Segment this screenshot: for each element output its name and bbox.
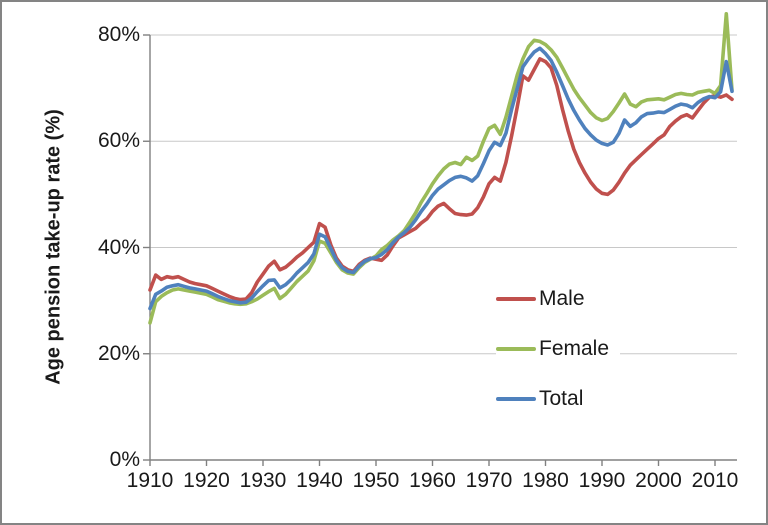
x-tick-label: 1950	[352, 469, 400, 492]
y-tick-label: 60%	[97, 129, 140, 153]
series-line-total	[148, 46, 734, 311]
x-tick-label: 1980	[522, 469, 569, 492]
legend: Male Female Total	[496, 278, 620, 418]
male-line-swatch	[496, 297, 536, 301]
x-tick-label: 1910	[126, 469, 174, 492]
legend-label-total: Total	[539, 387, 584, 410]
x-tick-label: 1960	[409, 469, 456, 492]
x-tick-label: 1940	[296, 469, 343, 492]
y-tick-label: 40%	[97, 235, 140, 259]
series-line-female	[148, 12, 734, 325]
y-tick-label: 80%	[97, 23, 140, 46]
legend-item-male: Male	[496, 285, 585, 313]
y-tick-label: 0%	[109, 448, 140, 471]
y-axis-title: Age pension take-up rate (%)	[42, 109, 65, 385]
x-tick-label: 1930	[239, 469, 287, 492]
series-line-male	[148, 57, 734, 302]
total-line-swatch	[496, 397, 536, 401]
female-line-swatch	[496, 347, 536, 351]
x-tick-label: 1970	[465, 469, 513, 492]
x-tick-label: 1920	[183, 469, 230, 492]
x-tick-label: 2000	[635, 469, 682, 492]
legend-item-female: Female	[496, 335, 609, 363]
x-tick-label: 1990	[578, 469, 626, 492]
legend-item-total: Total	[496, 385, 583, 413]
y-tick-label: 20%	[97, 341, 140, 365]
legend-label-male: Male	[539, 287, 585, 310]
legend-label-female: Female	[539, 337, 610, 360]
x-tick-label: 2010	[691, 469, 739, 492]
